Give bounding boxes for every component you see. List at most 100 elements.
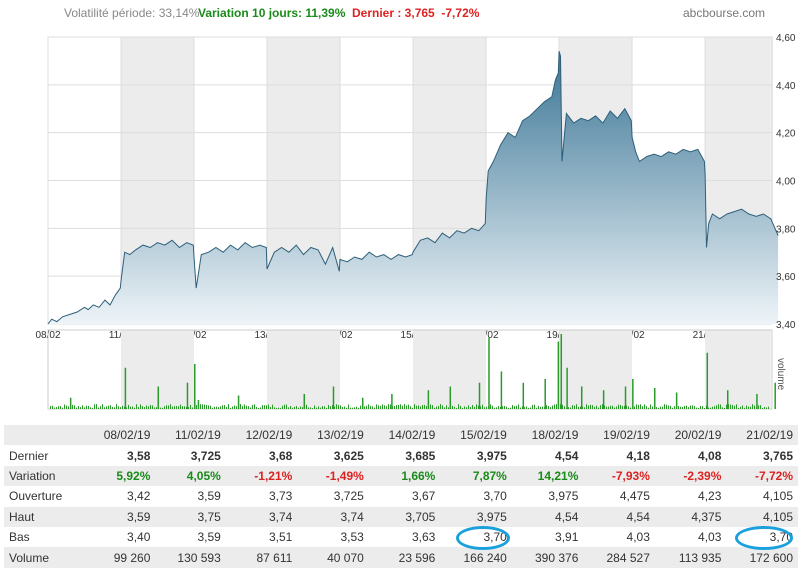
volume-bar (62, 407, 63, 409)
table-cell: -7,72% (726, 465, 798, 487)
volume-bar (100, 406, 101, 409)
volume-bar (744, 407, 745, 409)
volume-bar (98, 407, 99, 409)
volume-bar (718, 404, 719, 409)
volume-bar (344, 406, 345, 409)
table-cell: 130 593 (155, 547, 226, 568)
table-cell: 3,73 (268, 489, 293, 504)
table-cell: 172 600 (726, 547, 798, 568)
volume-bar (390, 404, 391, 409)
volume-bar (176, 406, 177, 409)
volume-bar (144, 407, 145, 409)
table-cell: 4,54 (511, 506, 584, 527)
volume-bar (336, 404, 337, 409)
table-cell: 3,40 (127, 530, 151, 545)
volume-bar (406, 405, 407, 409)
volume-bar (472, 405, 473, 409)
volume-spike (391, 394, 393, 409)
volume-bar (548, 406, 549, 409)
volume-bar (616, 406, 617, 409)
volume-bar (736, 404, 737, 409)
volume-bar (310, 407, 311, 409)
volume-day-band (705, 330, 771, 409)
quotes-table: 08/02/19 11/02/19 12/02/19 13/02/19 14/02/19… (4, 425, 798, 568)
volume-bar (242, 406, 243, 409)
x-tick-label: 20/02 (620, 330, 645, 341)
x-tick-label: 18/02 (474, 330, 499, 341)
volume-bar (490, 404, 491, 409)
volume-bar (510, 407, 511, 409)
volume-bar (552, 405, 553, 409)
table-cell: 3,725 (190, 448, 221, 463)
volume-bar (312, 407, 313, 409)
column-header: 14/02/19 (368, 425, 441, 446)
volume-bar (274, 407, 275, 409)
volume-bar (364, 406, 365, 409)
volume-bar (250, 407, 251, 409)
volume-bar (462, 407, 463, 409)
table-cell: 99 260 (83, 547, 156, 568)
volume-bar (482, 404, 483, 409)
row-label: Dernier (9, 448, 49, 463)
volume-bar (542, 406, 543, 409)
volume-bar (536, 407, 537, 409)
volume-bar (408, 404, 409, 409)
volume-bar (702, 406, 703, 409)
volume-bar (186, 406, 187, 409)
volume-bar (728, 404, 729, 409)
volume-bar (400, 404, 401, 409)
volume-bar (64, 404, 65, 409)
table-cell: 3,63 (411, 530, 436, 545)
volume-bar (720, 404, 721, 409)
volume-bar (384, 405, 385, 409)
volume-bar (118, 406, 119, 409)
table-cell: 4,54 (583, 506, 655, 527)
column-header: 21/02/19 (726, 425, 798, 446)
volume-bar (166, 405, 167, 409)
volume-bar (622, 405, 623, 409)
volume-bar (86, 405, 87, 409)
volume-bar (108, 405, 109, 409)
volume-bar (214, 406, 215, 409)
volume-bar (114, 407, 115, 409)
volume-bar (254, 404, 255, 409)
volume-bar (168, 405, 169, 409)
volume-spike (566, 367, 568, 409)
volume-bar (140, 404, 141, 409)
table-cell: 14,21% (511, 465, 584, 487)
volume-bar (704, 407, 705, 409)
volume-bar (218, 407, 219, 409)
volume-bar (522, 406, 523, 409)
volume-bar (598, 407, 599, 409)
volume-bar (484, 407, 485, 409)
volume-bar (446, 405, 447, 409)
table-cell: 3,685 (405, 448, 436, 463)
table-cell: 3,53 (340, 530, 364, 545)
volume-bar (226, 406, 227, 409)
volume-bar (636, 404, 637, 409)
volume-bar (464, 406, 465, 409)
volume-bar (188, 407, 189, 409)
volume-bar (324, 406, 325, 409)
volume-spike (157, 386, 160, 409)
volume-bar (426, 405, 427, 409)
brand-label: abcbourse.com (683, 6, 766, 20)
volume-bar (686, 405, 687, 409)
table-cell: 113 935 (654, 547, 727, 568)
volume-bar (156, 407, 157, 409)
table-cell: -1,49% (297, 465, 369, 487)
volume-bar (594, 406, 595, 409)
volume-bar (530, 407, 531, 409)
y-tick-label: 3,40 (776, 320, 796, 331)
table-cell: 3,58 (127, 448, 151, 463)
volume-bar (628, 406, 629, 409)
table-cell: 3,67 (411, 489, 436, 504)
volume-bar (50, 406, 51, 409)
volume-bar (386, 406, 387, 409)
volume-bar (642, 406, 643, 409)
volume-spike (544, 379, 546, 409)
volume-bar (298, 407, 299, 409)
volume-bar (550, 407, 551, 409)
volume-bar (372, 406, 373, 409)
volume-bar (314, 405, 315, 409)
